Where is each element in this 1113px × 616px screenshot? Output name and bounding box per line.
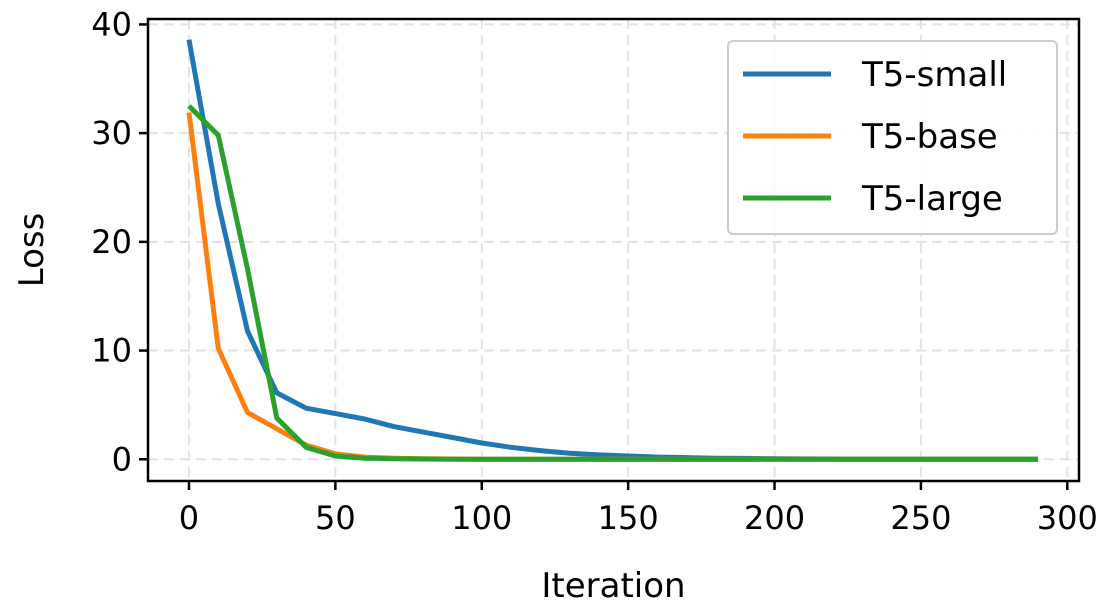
y-tick-label: 0 — [112, 440, 132, 478]
legend-box — [727, 40, 1058, 235]
series-layer — [186, 39, 1038, 462]
y-tick-label: 30 — [91, 114, 132, 152]
axes-frame — [146, 17, 1081, 483]
x-tick-label: 50 — [315, 499, 356, 537]
legend-label: T5-large — [861, 179, 1003, 219]
legend-label: T5-small — [861, 55, 1007, 95]
legend-label: T5-base — [861, 117, 998, 157]
x-tick-label: 150 — [598, 499, 659, 537]
x-tick-label: 200 — [744, 499, 805, 537]
x-axis-label: Iteration — [541, 566, 685, 606]
x-tick-label: 100 — [451, 499, 512, 537]
y-tick-label: 10 — [91, 332, 132, 370]
x-tick-label: 300 — [1037, 499, 1098, 537]
legend: T5-small T5-base T5-large — [727, 40, 1058, 235]
y-tick-label: 40 — [91, 5, 132, 43]
x-tick-label: 250 — [890, 499, 951, 537]
y-axis-ticks: 0 10 20 30 40 — [91, 5, 148, 478]
y-axis-label: Loss — [12, 213, 52, 288]
y-tick-label: 20 — [91, 223, 132, 261]
x-axis-ticks: 0 50 100 150 200 250 300 — [179, 481, 1098, 537]
series-line-t5-large — [187, 104, 1038, 462]
x-tick-label: 0 — [179, 499, 199, 537]
